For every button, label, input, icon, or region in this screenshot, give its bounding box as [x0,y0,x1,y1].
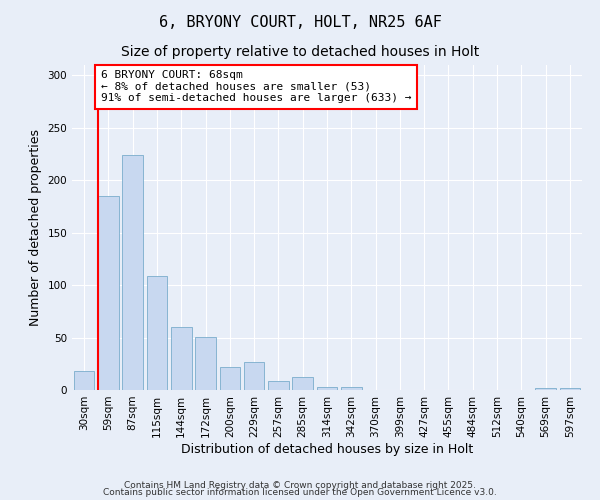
Y-axis label: Number of detached properties: Number of detached properties [29,129,42,326]
Bar [171,327,191,390]
Bar [74,371,94,390]
Text: 6, BRYONY COURT, HOLT, NR25 6AF: 6, BRYONY COURT, HOLT, NR25 6AF [158,15,442,30]
Bar [244,362,265,390]
Bar [220,367,240,390]
Bar [560,388,580,390]
Text: Contains HM Land Registry data © Crown copyright and database right 2025.: Contains HM Land Registry data © Crown c… [124,480,476,490]
X-axis label: Distribution of detached houses by size in Holt: Distribution of detached houses by size … [181,442,473,456]
Bar [535,388,556,390]
Bar [98,196,119,390]
Text: 6 BRYONY COURT: 68sqm
← 8% of detached houses are smaller (53)
91% of semi-detac: 6 BRYONY COURT: 68sqm ← 8% of detached h… [101,70,411,103]
Text: Contains public sector information licensed under the Open Government Licence v3: Contains public sector information licen… [103,488,497,497]
Bar [195,336,216,390]
Text: Size of property relative to detached houses in Holt: Size of property relative to detached ho… [121,45,479,59]
Bar [317,387,337,390]
Bar [122,155,143,390]
Bar [292,378,313,390]
Bar [268,380,289,390]
Bar [341,387,362,390]
Bar [146,276,167,390]
